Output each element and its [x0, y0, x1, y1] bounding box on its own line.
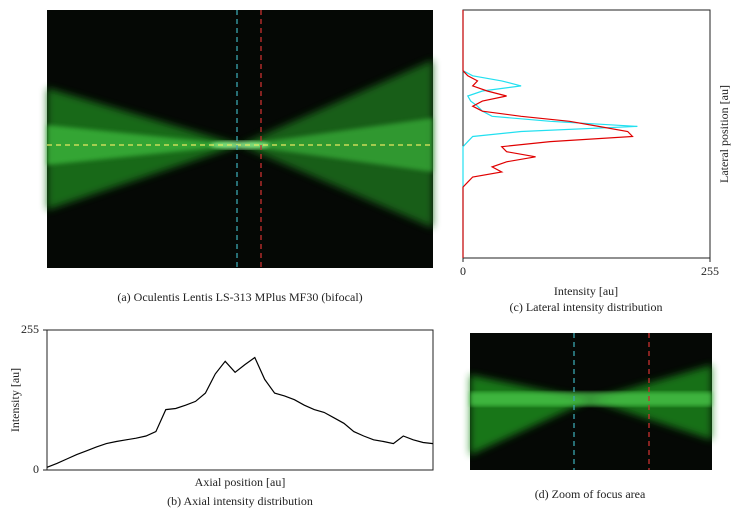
x-axis-label: Axial position [au]	[195, 475, 286, 489]
plot-frame	[462, 9, 711, 259]
plot-frame	[46, 329, 434, 471]
caption: (a) Oculentis Lentis LS-313 MPlus MF30 (…	[117, 290, 362, 304]
caption: (c) Lateral intensity distribution	[510, 300, 663, 314]
x-axis-label: Intensity [au]	[554, 284, 618, 298]
y-axis-label: Intensity [au]	[8, 368, 22, 432]
beam-image	[47, 10, 433, 268]
intensity-curve	[46, 356, 434, 468]
zoom-image	[470, 333, 712, 470]
y-axis-label: Lateral position [au]	[717, 85, 731, 183]
lateral-curve	[462, 10, 634, 258]
x-tick-label: 0	[460, 264, 466, 278]
x-tick-label: 255	[701, 264, 719, 278]
caption: (d) Zoom of focus area	[535, 487, 646, 501]
lateral-curve	[462, 10, 638, 258]
y-tick-label: 0	[33, 462, 39, 476]
caption: (b) Axial intensity distribution	[167, 494, 313, 508]
y-tick-label: 255	[21, 322, 39, 336]
